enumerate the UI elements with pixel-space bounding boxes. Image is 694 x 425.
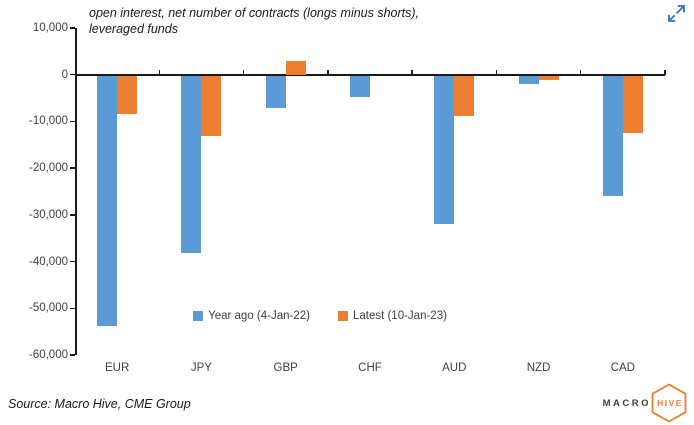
logo-macro-text: MACRO <box>602 397 651 409</box>
logo-hexagon: HIVE <box>650 383 688 423</box>
chart-title: open interest, net number of contracts (… <box>89 5 419 37</box>
y-axis-tick-label: 10,000 <box>32 22 68 34</box>
bar-cad-latest <box>622 75 643 133</box>
bar-gbp-latest <box>285 60 306 75</box>
y-axis-tick-mark <box>70 354 75 356</box>
y-axis-tick-mark <box>70 214 75 216</box>
bar-jpy-year-ago <box>181 75 202 254</box>
x-axis-zero-line <box>75 73 665 76</box>
x-axis-tick-mark <box>158 69 161 75</box>
bar-nzd-latest <box>538 75 559 81</box>
chart-title-line2: leveraged funds <box>89 22 178 36</box>
expand-icon[interactable] <box>666 3 687 24</box>
bar-eur-year-ago <box>97 75 118 326</box>
x-axis-tick-mark <box>327 69 329 75</box>
legend-label: Latest (10-Jan-23) <box>352 310 447 322</box>
legend-label: Year ago (4-Jan-22) <box>208 310 310 322</box>
y-axis-tick-mark <box>70 307 75 310</box>
x-axis-category-label: CHF <box>358 362 382 374</box>
y-axis-tick-mark <box>70 167 75 169</box>
macro-hive-logo: MACRO HIVE <box>603 383 688 423</box>
bar-chf-year-ago <box>350 75 370 97</box>
legend-item: Latest (10-Jan-23) <box>337 310 447 322</box>
bar-eur-latest <box>117 75 138 115</box>
chart-title-line1: open interest, net number of contracts (… <box>89 6 420 20</box>
x-axis-category-label: NZD <box>526 362 551 374</box>
x-axis-tick-mark <box>242 69 245 75</box>
x-axis-category-label: CAD <box>610 362 635 374</box>
bar-aud-year-ago <box>434 75 455 225</box>
x-axis-category-label: GBP <box>273 362 298 374</box>
y-axis-tick-label: -60,000 <box>28 349 68 361</box>
x-axis-category-label: AUD <box>442 362 467 374</box>
y-axis-tick-mark <box>70 73 75 76</box>
bar-nzd-year-ago <box>518 75 539 85</box>
x-axis-tick-mark <box>411 69 413 75</box>
legend: Year ago (4-Jan-22) Latest (10-Jan-23) <box>0 310 640 322</box>
bar-jpy-latest <box>201 75 222 137</box>
source-note: Source: Macro Hive, CME Group <box>8 397 191 411</box>
y-axis-tick-mark <box>70 120 75 123</box>
y-axis-tick-label: -10,000 <box>28 115 68 128</box>
y-axis-tick-mark <box>70 27 75 29</box>
legend-swatch <box>337 311 348 321</box>
y-axis-tick-label: -50,000 <box>28 302 68 315</box>
bar-gbp-year-ago <box>265 75 286 109</box>
legend-item: Year ago (4-Jan-22) <box>193 310 310 322</box>
y-axis-line <box>75 28 77 355</box>
logo-hive-text: HIVE <box>657 398 683 408</box>
hexagon-outline-icon <box>651 383 687 423</box>
y-axis-tick-label: -20,000 <box>28 162 68 175</box>
x-axis-tick-mark <box>579 69 582 75</box>
y-axis-tick-label: -40,000 <box>28 255 68 268</box>
x-axis-tick-mark <box>495 69 498 75</box>
y-axis-tick-label: 0 <box>61 68 68 81</box>
y-axis-tick-mark <box>70 260 75 263</box>
x-axis-category-label: EUR <box>105 362 130 374</box>
bar-aud-latest <box>454 75 475 117</box>
x-axis-category-label: JPY <box>190 362 212 374</box>
x-axis-tick-mark <box>664 69 666 75</box>
y-axis-tick-label: -30,000 <box>28 208 68 221</box>
bar-cad-year-ago <box>602 75 623 196</box>
legend-swatch <box>193 311 204 321</box>
